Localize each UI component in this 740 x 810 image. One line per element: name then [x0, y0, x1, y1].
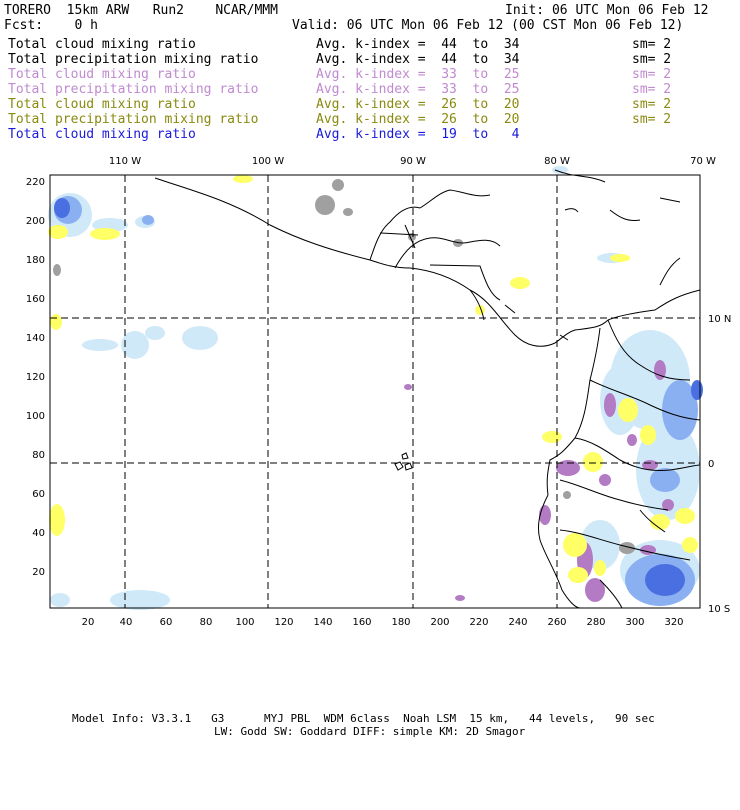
legend-index: Avg. k-index = 26 to 20 [316, 112, 520, 127]
lon-label: 80 W [544, 156, 570, 167]
header-init: Init: 06 UTC Mon 06 Feb 12 [505, 3, 709, 18]
lon-label: 110 W [109, 156, 141, 167]
legend-field: Total precipitation mixing ratio [8, 112, 259, 127]
x-tick-label: 240 [508, 617, 527, 628]
legend-field: Total cloud mixing ratio [8, 127, 196, 142]
x-tick-label: 140 [313, 617, 332, 628]
x-tick-label: 60 [160, 617, 173, 628]
x-tick-label: 80 [200, 617, 213, 628]
legend-sm: sm= 2 [632, 52, 672, 67]
legend-sm: sm= 2 [632, 67, 672, 82]
map-fields [48, 166, 703, 610]
y-tick-label: 120 [26, 372, 45, 383]
header-valid: Valid: 06 UTC Mon 06 Feb 12 (00 CST Mon … [292, 18, 684, 33]
lat-label: 10 N [708, 314, 731, 325]
x-tick-label: 260 [547, 617, 566, 628]
y-tick-label: 100 [26, 411, 45, 422]
legend-field: Total cloud mixing ratio [8, 97, 196, 112]
y-axis: 220 200 180 160 140 120 100 80 60 40 20 [26, 177, 45, 578]
x-tick-label: 300 [625, 617, 644, 628]
x-tick-label: 160 [352, 617, 371, 628]
x-tick-label: 180 [391, 617, 410, 628]
legend-index: Avg. k-index = 33 to 25 [316, 67, 520, 82]
x-tick-label: 40 [120, 617, 133, 628]
y-tick-label: 220 [26, 177, 45, 188]
lon-label: 70 W [690, 156, 716, 167]
y-tick-label: 20 [32, 567, 45, 578]
x-tick-label: 320 [664, 617, 683, 628]
x-tick-label: 280 [586, 617, 605, 628]
y-tick-label: 200 [26, 216, 45, 227]
precip-field-yellow [48, 175, 698, 583]
y-tick-label: 80 [32, 450, 45, 461]
y-tick-label: 40 [32, 528, 45, 539]
legend-field: Total precipitation mixing ratio [8, 52, 259, 67]
lat-label: 0 [708, 459, 714, 470]
footer-model-info: Model Info: V3.3.1 G3 MYJ PBL WDM 6class… [72, 712, 655, 725]
legend-sm: sm= 2 [632, 37, 672, 52]
legend-index: Avg. k-index = 44 to 34 [316, 52, 520, 67]
cloud-field-blue [54, 196, 698, 606]
legend-sm: sm= 2 [632, 97, 672, 112]
cloud-field-gray [53, 179, 635, 554]
cloud-field-lightblue [48, 166, 700, 610]
legend-sm: sm= 2 [632, 82, 672, 97]
y-tick-label: 180 [26, 255, 45, 266]
legend-index: Avg. k-index = 19 to 4 [316, 127, 520, 142]
y-tick-label: 60 [32, 489, 45, 500]
legend-field: Total cloud mixing ratio [8, 67, 196, 82]
legend-field: Total precipitation mixing ratio [8, 82, 259, 97]
legend-index: Avg. k-index = 33 to 25 [316, 82, 520, 97]
y-tick-label: 160 [26, 294, 45, 305]
plot-frame [49, 174, 701, 609]
x-axis: 20 40 60 80 100 120 140 160 180 200 220 … [82, 617, 684, 628]
x-tick-label: 200 [430, 617, 449, 628]
header-fcst: Fcst: 0 h [4, 18, 98, 33]
legend-index: Avg. k-index = 44 to 34 [316, 37, 520, 52]
graticule [50, 175, 700, 608]
legend-sm: sm= 2 [632, 112, 672, 127]
lon-label: 100 W [252, 156, 284, 167]
footer-physics-info: LW: Godd SW: Goddard DIFF: simple KM: 2D… [214, 725, 526, 738]
header-model: TORERO 15km ARW Run2 NCAR/MMM [4, 3, 278, 18]
lon-label: 90 W [400, 156, 426, 167]
legend-index: Avg. k-index = 26 to 20 [316, 97, 520, 112]
x-tick-label: 100 [235, 617, 254, 628]
x-tick-label: 120 [274, 617, 293, 628]
y-tick-label: 140 [26, 333, 45, 344]
x-tick-label: 20 [82, 617, 95, 628]
coastlines [154, 169, 701, 609]
map-plot: 110 W 100 W 90 W 80 W 70 W [26, 156, 731, 628]
lat-label: 10 S [708, 604, 730, 615]
x-tick-label: 220 [469, 617, 488, 628]
legend-field: Total cloud mixing ratio [8, 37, 196, 52]
